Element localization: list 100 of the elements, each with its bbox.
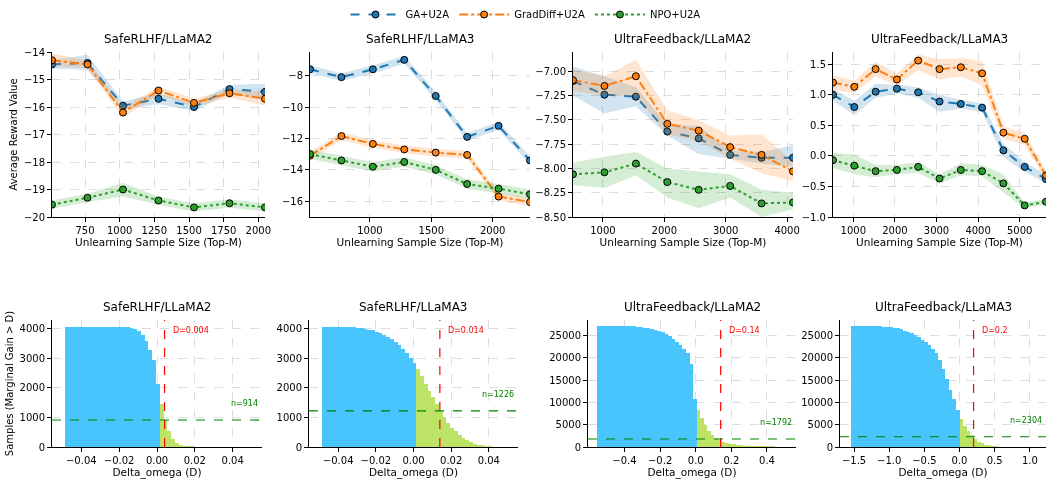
x-tick-label: 0.04 <box>221 455 244 466</box>
x-axis-title: Delta_omega (D) <box>647 466 737 479</box>
y-tick-label: −19 <box>23 184 45 195</box>
x-tick-label: −0.5 <box>912 455 937 466</box>
x-tick-label: 0.4 <box>759 455 775 466</box>
x-tick-label: 2000 <box>245 225 272 236</box>
y-tick-label: 5000 <box>807 419 833 431</box>
y-tick-label: −10 <box>281 101 303 113</box>
x-tick-label: 2000 <box>882 225 908 236</box>
y-axis-title: Samples (Marginal Gain > D) <box>3 310 15 457</box>
y-tick-label: 1.5 <box>810 58 826 70</box>
y-tick-label: −14 <box>23 46 45 58</box>
y-tick-label: 0.5 <box>810 119 826 131</box>
x-tick-label: 4000 <box>965 225 991 236</box>
y-tick-label: 0 <box>826 441 833 453</box>
y-tick-label: −7.50 <box>535 114 566 126</box>
x-tick-label: 1750 <box>210 225 237 236</box>
y-tick-label: −20 <box>23 211 45 223</box>
y-tick-label: 2000 <box>19 382 45 394</box>
ref-line-label: n=1792 <box>760 418 793 427</box>
x-tick-label: 0.00 <box>145 455 169 466</box>
x-tick-label: 0.00 <box>402 455 425 466</box>
y-tick-label: 5000 <box>555 419 581 431</box>
x-tick-label: 2000 <box>651 225 678 236</box>
x-tick-label: 0.2 <box>723 455 740 466</box>
y-tick-label: 0 <box>574 441 581 453</box>
y-tick-label: −12 <box>281 132 303 144</box>
x-tick-label: −0.02 <box>360 455 392 466</box>
chart-title: SafeRLHF/LLaMA2 <box>104 32 213 46</box>
x-tick-label: 1250 <box>141 225 168 236</box>
y-tick-label: −8.50 <box>535 211 566 223</box>
x-tick-label: 0.02 <box>440 455 463 466</box>
y-tick-label: 10000 <box>549 396 581 408</box>
y-tick-label: −8.00 <box>535 162 566 174</box>
x-tick-label: 1000 <box>590 225 616 236</box>
y-tick-label: 3000 <box>276 352 302 364</box>
chart-title: UltraFeedback/LLaMA3 <box>875 300 1013 314</box>
y-tick-label: −16 <box>281 195 303 207</box>
chart-title: SafeRLHF/LLaMA2 <box>103 300 212 314</box>
x-tick-label: 1000 <box>106 225 133 236</box>
x-tick-label: 4000 <box>774 225 800 236</box>
y-tick-label: 25000 <box>549 330 581 342</box>
x-tick-label: 2000 <box>479 225 506 236</box>
y-tick-label: −7.25 <box>535 90 566 102</box>
x-tick-label: −0.02 <box>103 455 135 466</box>
x-tick-label: 0.04 <box>477 455 500 466</box>
y-tick-label: 15000 <box>549 374 581 386</box>
y-axis-title: Average Reward Value <box>7 78 19 191</box>
ref-line-label: n=2304 <box>1010 416 1043 425</box>
ref-line-label: D=0.014 <box>448 326 484 335</box>
x-axis-title: Delta_omega (D) <box>112 466 202 479</box>
y-tick-label: 15000 <box>801 374 833 386</box>
y-tick-label: −8 <box>288 70 303 82</box>
x-tick-label: 3000 <box>923 225 950 236</box>
y-tick-label: 4000 <box>19 323 45 335</box>
legend-label: GA+U2A <box>405 9 450 21</box>
chart-title: UltraFeedback/LLaMA3 <box>871 32 1009 46</box>
chart-title: SafeRLHF/LLaMA3 <box>366 32 475 46</box>
x-axis-title: Delta_omega (D) <box>898 466 988 479</box>
legend-label: NPO+U2A <box>649 9 701 21</box>
y-tick-label: 4000 <box>276 323 302 335</box>
y-tick-label: 25000 <box>801 330 833 342</box>
chart-title: SafeRLHF/LLaMA3 <box>359 300 468 314</box>
y-tick-label: 20000 <box>549 352 581 364</box>
x-tick-label: 1000 <box>357 225 383 236</box>
y-tick-label: −8.25 <box>535 187 566 199</box>
y-tick-label: −16 <box>23 101 45 113</box>
x-tick-label: 1000 <box>840 225 867 236</box>
x-tick-label: 1500 <box>418 225 445 236</box>
x-tick-label: 5000 <box>1006 225 1033 236</box>
x-tick-label: 3000 <box>712 225 739 236</box>
y-tick-label: 20000 <box>801 352 833 364</box>
x-tick-label: 1500 <box>176 225 202 236</box>
legend-label: GradDiff+U2A <box>514 9 585 21</box>
chart-title: UltraFeedback/LLaMA2 <box>614 32 752 46</box>
y-tick-label: −14 <box>281 164 303 176</box>
y-tick-label: −17 <box>23 129 45 140</box>
y-tick-label: 1000 <box>19 411 45 423</box>
x-axis-title: Unlearning Sample Size (Top-M) <box>75 236 242 248</box>
x-tick-label: −1.0 <box>877 455 902 466</box>
x-axis-title: Delta_omega (D) <box>368 466 459 479</box>
x-tick-label: 0.0 <box>687 455 704 466</box>
y-tick-label: −7.00 <box>535 65 566 77</box>
y-tick-label: −7.75 <box>535 138 566 150</box>
x-tick-label: −0.04 <box>322 455 354 466</box>
ref-line-label: D=0.2 <box>982 326 1008 335</box>
ref-line-label: D=0.14 <box>729 326 760 335</box>
ref-line-label: n=914 <box>231 399 259 408</box>
y-tick-label: −18 <box>23 156 45 168</box>
chart-title: UltraFeedback/LLaMA2 <box>624 300 762 314</box>
y-tick-label: 0.0 <box>810 150 826 162</box>
y-tick-label: 2000 <box>276 382 302 394</box>
x-tick-label: −0.2 <box>647 455 673 466</box>
x-tick-label: −0.4 <box>612 455 637 466</box>
y-tick-label: −1.0 <box>801 211 826 223</box>
y-tick-label: 0 <box>295 441 302 453</box>
x-axis-title: Unlearning Sample Size (Top-M) <box>599 236 767 248</box>
x-axis-title: Unlearning Sample Size (Top-M) <box>336 236 504 248</box>
x-tick-label: −1.5 <box>841 455 867 466</box>
x-tick-label: −0.04 <box>65 455 97 466</box>
